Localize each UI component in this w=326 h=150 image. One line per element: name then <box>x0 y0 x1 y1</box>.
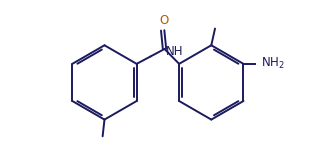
Text: NH$_2$: NH$_2$ <box>261 56 285 71</box>
Text: NH: NH <box>166 45 183 58</box>
Text: O: O <box>159 14 168 27</box>
